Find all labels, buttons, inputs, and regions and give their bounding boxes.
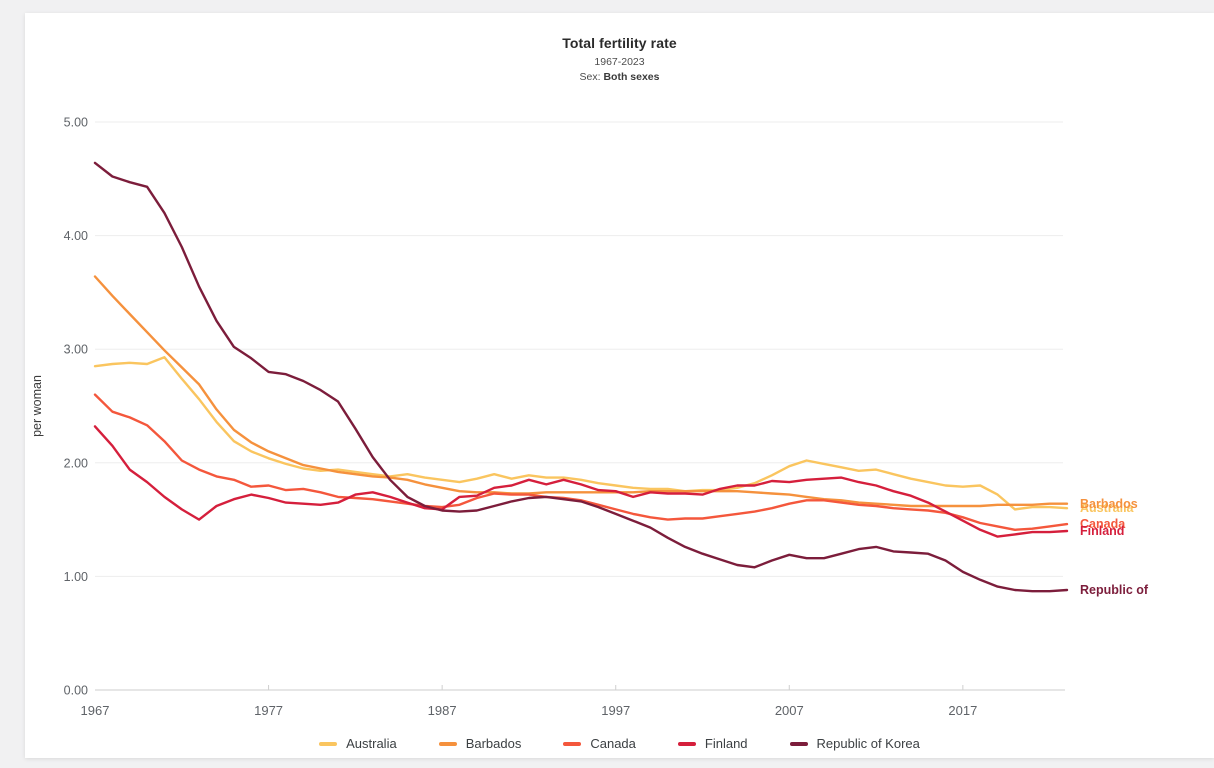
x-tick-label-1987: 1987 <box>428 703 457 718</box>
x-tick-label-2007: 2007 <box>775 703 804 718</box>
end-label-finland: Finland <box>1080 524 1125 538</box>
legend-item-republic-of-korea[interactable]: Republic of Korea <box>789 736 920 751</box>
chart-title: Total fertility rate <box>562 35 677 51</box>
y-tick-label-1.00: 1.00 <box>64 570 88 584</box>
legend-item-australia[interactable]: Australia <box>319 736 397 751</box>
x-tick-label-1977: 1977 <box>254 703 283 718</box>
series-line-australia[interactable] <box>93 356 1069 511</box>
legend-swatch-finland-icon <box>677 741 696 746</box>
sex-prefix: Sex: <box>579 71 601 83</box>
y-tick-label-3.00: 3.00 <box>64 343 88 357</box>
x-tick-label-2017: 2017 <box>948 703 977 718</box>
end-label-australia: Australia <box>1080 501 1134 515</box>
legend-swatch-barbados-icon <box>438 741 457 746</box>
end-label-canada: Canada <box>1080 517 1126 531</box>
fertility-line-chart: 0.00 1.00 2.00 3.00 4.00 5.00 1967 1977 1987 1997… <box>30 116 1069 718</box>
legend-label-finland: Finland <box>704 736 748 751</box>
chart-header: Total fertility rate 1967-2023 Sex: Both… <box>25 35 1214 83</box>
chart-legend: Australia Barbados Canada Finland Republ… <box>25 736 1214 751</box>
legend-swatch-canada-icon <box>563 741 582 746</box>
series-line-canada[interactable] <box>93 393 1069 531</box>
sex-value: Both sexes <box>603 71 660 83</box>
series-line-republic-of-korea[interactable] <box>93 161 1069 593</box>
series-line-finland[interactable] <box>93 425 1069 538</box>
chart-subtitle: 1967-2023 <box>594 56 645 68</box>
legend-swatch-australia-icon <box>319 741 338 746</box>
legend-swatch-republic-of-korea-icon <box>789 741 808 746</box>
chart-sex-line: Sex: Both sexes <box>25 71 1214 83</box>
legend-item-finland[interactable]: Finland <box>677 736 748 751</box>
y-tick-label-5.00: 5.00 <box>64 116 88 130</box>
x-tick-label-1967: 1967 <box>81 703 110 718</box>
legend-item-barbados[interactable]: Barbados <box>438 736 522 751</box>
series-line-barbados[interactable] <box>93 275 1069 508</box>
x-tick-label-1997: 1997 <box>601 703 630 718</box>
legend-label-australia: Australia <box>346 736 397 751</box>
y-tick-label-2.00: 2.00 <box>64 456 88 470</box>
y-tick-label-4.00: 4.00 <box>64 229 88 243</box>
legend-label-canada: Canada <box>590 736 636 751</box>
end-label-barbados: Barbados <box>1080 497 1138 511</box>
y-axis-label: per woman <box>30 375 44 437</box>
end-label-republic-of-korea: Republic of <box>1080 583 1149 597</box>
y-tick-label-0.00: 0.00 <box>64 684 88 698</box>
legend-item-canada[interactable]: Canada <box>563 736 636 751</box>
legend-label-barbados: Barbados <box>465 736 522 751</box>
chart-card: Total fertility rate 1967-2023 Sex: Both… <box>25 13 1214 758</box>
legend-label-republic-of-korea: Republic of Korea <box>816 736 920 751</box>
